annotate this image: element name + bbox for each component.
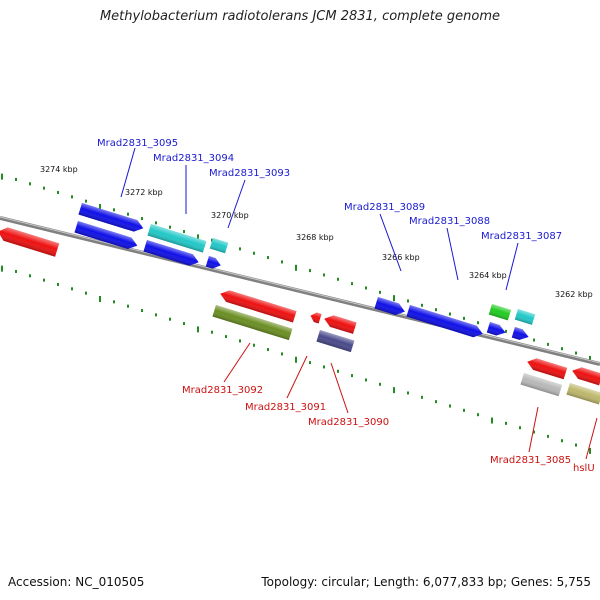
mrad2831-3085-label: Mrad2831_3085 bbox=[490, 455, 571, 466]
gene-arrow-mrad2831-3090 bbox=[316, 330, 355, 353]
mrad2831-3088-leader bbox=[446, 227, 459, 281]
gene-arrow-red-3090 bbox=[324, 315, 357, 334]
mrad2831-3091-label: Mrad2831_3091 bbox=[245, 402, 326, 413]
gene-arrow-red-hslu bbox=[572, 367, 600, 386]
gene-features bbox=[0, 203, 600, 405]
gene-callouts: Mrad2831_3095 Mrad2831_3094 Mrad2831_3093 M… bbox=[97, 138, 598, 474]
gene-arrow-mrad2831-3092 bbox=[212, 305, 293, 341]
mrad2831-3092-label: Mrad2831_3092 bbox=[182, 385, 263, 396]
mrad2831-3091-leader bbox=[286, 355, 308, 399]
gene-arrow-mrad2831-3087 bbox=[511, 327, 529, 340]
gene-arrow-red-3092 bbox=[220, 290, 297, 323]
hslu-label: hslU bbox=[573, 463, 595, 474]
mrad2831-3090-leader bbox=[330, 362, 349, 414]
gene-arrow-red-left bbox=[0, 227, 60, 257]
gene-arrow-cyan-small bbox=[209, 238, 229, 254]
gene-arrow-mrad2831-3089 bbox=[374, 297, 405, 315]
hslu-leader bbox=[585, 417, 598, 460]
mrad2831-3088-label: Mrad2831_3088 bbox=[409, 216, 490, 227]
gene-arrow-hslu bbox=[566, 383, 600, 405]
mrad2831-3095-label: Mrad2831_3095 bbox=[97, 138, 178, 149]
gene-arrow-mrad2831-3087-b bbox=[486, 322, 506, 336]
mrad2831-3092-leader bbox=[223, 342, 251, 383]
mrad2831-3089-label: Mrad2831_3089 bbox=[344, 202, 425, 213]
ruler-label: 3262 kbp bbox=[555, 290, 593, 299]
mrad2831-3095-leader bbox=[120, 147, 136, 198]
backbone-highlight bbox=[0, 216, 600, 364]
gene-arrow-mrad2831-3085 bbox=[520, 373, 563, 397]
ruler-label: 3268 kbp bbox=[296, 233, 334, 242]
gene-arrow-cyan-right bbox=[514, 309, 536, 325]
ruler-label: 3272 kbp bbox=[125, 188, 163, 197]
gene-arrow-red-3085 bbox=[527, 358, 568, 380]
gene-arrow-mrad2831-3088 bbox=[406, 305, 483, 338]
accession-text: Accession: NC_010505 bbox=[8, 575, 145, 589]
ruler-label: 3264 kbp bbox=[469, 271, 507, 280]
gene-arrow-mrad2831-3095-b bbox=[74, 221, 138, 250]
gene-arrow-mrad2831-3093 bbox=[205, 256, 221, 269]
gene-arrow-mrad2831-3093-b bbox=[143, 240, 199, 266]
gene-arrow-green bbox=[488, 304, 512, 321]
mrad2831-3093-label: Mrad2831_3093 bbox=[209, 168, 290, 179]
mrad2831-3087-leader bbox=[505, 242, 519, 291]
gene-arrow-mrad2831-3095 bbox=[78, 203, 144, 232]
ruler-label: 3266 kbp bbox=[382, 253, 420, 262]
mrad2831-3089-leader bbox=[379, 213, 402, 272]
mrad2831-3087-label: Mrad2831_3087 bbox=[481, 231, 562, 242]
gene-arrow-mrad2831-3091 bbox=[310, 312, 322, 324]
ruler-label: 3270 kbp bbox=[211, 211, 249, 220]
gene-arrow-mrad2831-3094 bbox=[147, 224, 207, 253]
mrad2831-3093-leader bbox=[227, 179, 246, 229]
genome-backbone bbox=[0, 216, 600, 366]
mrad2831-3090-label: Mrad2831_3090 bbox=[308, 417, 389, 428]
mrad2831-3085-leader bbox=[528, 406, 539, 453]
backbone-line bbox=[0, 216, 600, 366]
genome-summary: Topology: circular; Length: 6,077,833 bp… bbox=[261, 575, 591, 589]
map-title: Methylobacterium radiotolerans JCM 2831,… bbox=[99, 9, 501, 24]
mrad2831-3094-label: Mrad2831_3094 bbox=[153, 153, 234, 164]
ruler-label: 3274 kbp bbox=[40, 165, 78, 174]
